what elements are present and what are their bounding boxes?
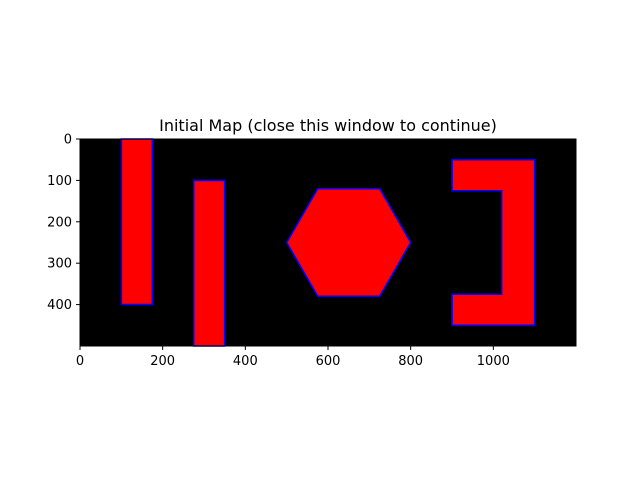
y-tick-label: 200 [47, 215, 72, 230]
y-tick-label: 100 [47, 174, 72, 189]
obstacle-rect-2 [192, 179, 226, 347]
x-tick-label: 600 [316, 354, 341, 369]
x-tick-label: 200 [150, 354, 175, 369]
chart-title: Initial Map (close this window to contin… [159, 116, 497, 135]
x-tick-label: 0 [76, 354, 84, 369]
y-tick-label: 300 [47, 257, 72, 272]
x-tick-label: 1000 [477, 354, 510, 369]
x-axis: 0 200 400 600 800 1000 [76, 346, 510, 369]
y-axis: 0 100 200 300 400 [47, 133, 80, 313]
obstacle-hexagon [285, 187, 412, 298]
obstacle-rect-1 [120, 138, 154, 306]
obstacles-layer [120, 138, 536, 347]
x-tick-label: 400 [233, 354, 258, 369]
y-tick-label: 400 [47, 298, 72, 313]
x-tick-label: 800 [398, 354, 423, 369]
y-tick-label: 0 [64, 133, 72, 148]
obstacle-bracket [451, 158, 536, 327]
